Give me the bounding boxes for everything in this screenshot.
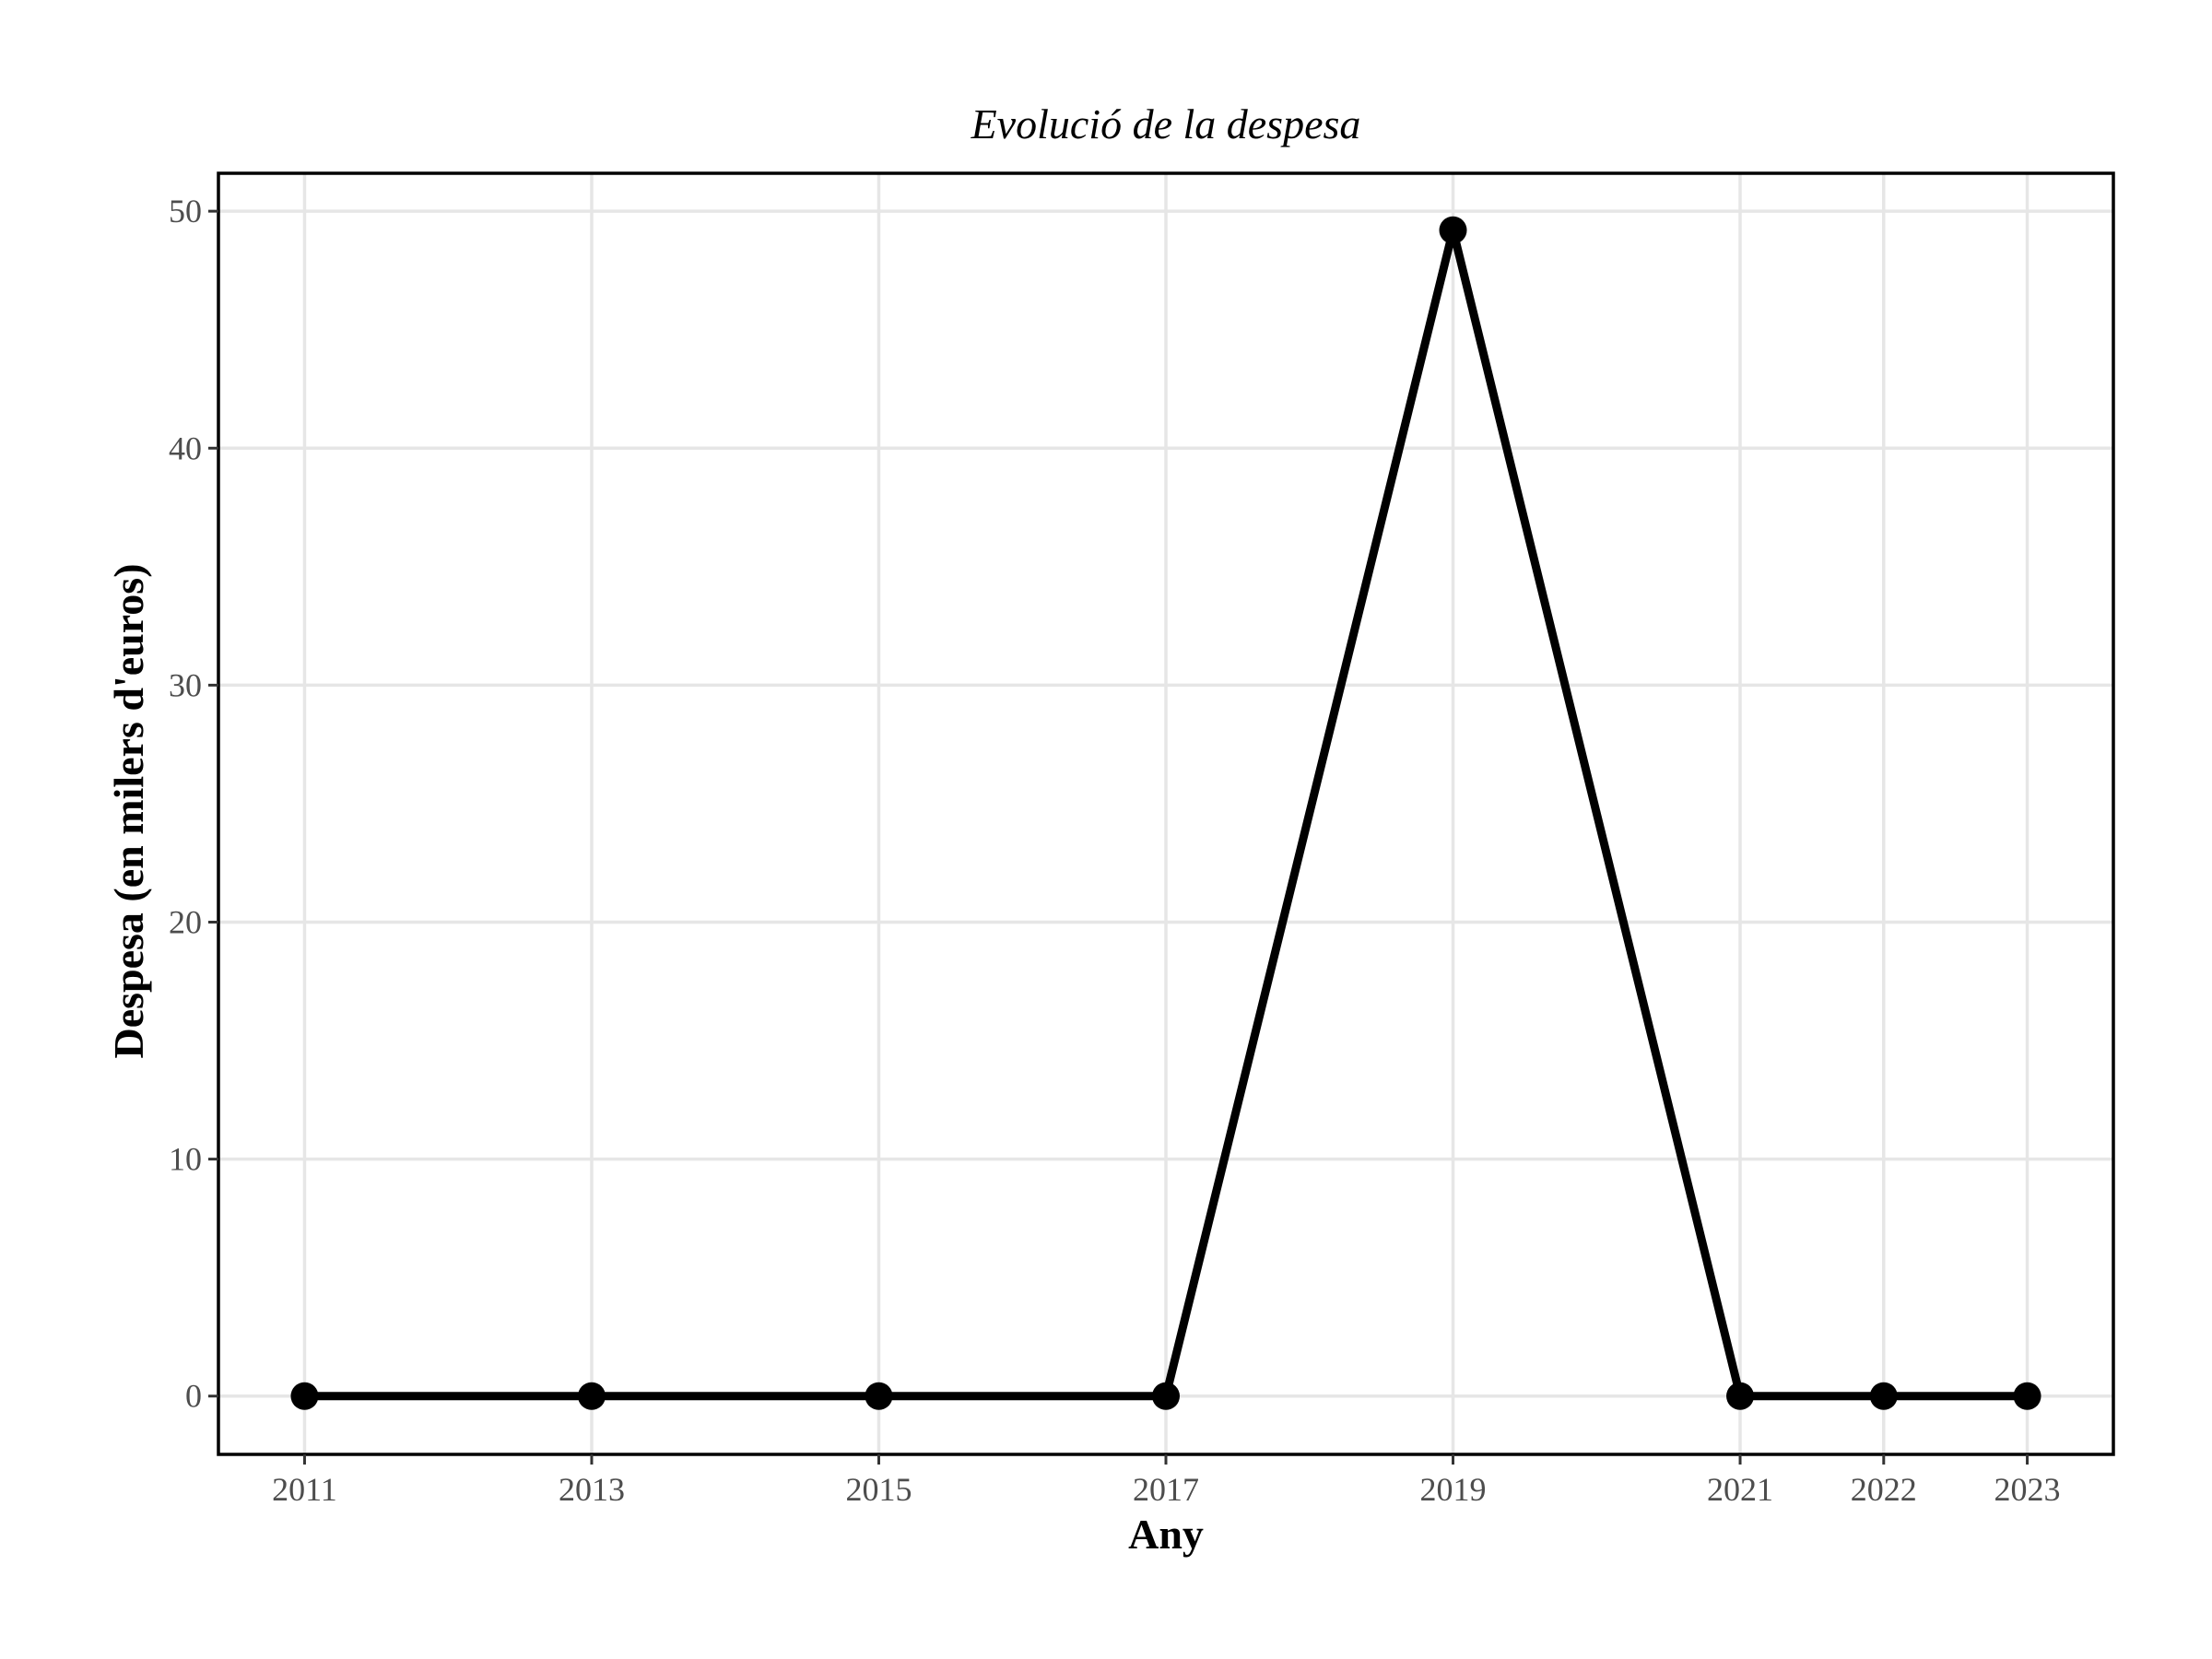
data-point bbox=[1152, 1382, 1180, 1410]
x-tick-label: 2021 bbox=[1707, 1471, 1773, 1508]
x-tick-label: 2015 bbox=[845, 1471, 912, 1508]
x-gridlines bbox=[302, 173, 2030, 1454]
series-line bbox=[304, 229, 2028, 1401]
data-point bbox=[2013, 1382, 2041, 1410]
data-point bbox=[865, 1382, 893, 1410]
x-tick-label: 2022 bbox=[1851, 1471, 1917, 1508]
data-point bbox=[290, 1382, 319, 1410]
x-axis-ticks: 2011 2013 2015 2017 2019 2021 2022 2023 bbox=[272, 1454, 2061, 1508]
y-tick-label: 30 bbox=[169, 666, 202, 703]
data-point bbox=[577, 1382, 606, 1410]
data-point bbox=[1869, 1382, 1898, 1410]
data-point bbox=[1439, 216, 1467, 244]
y-tick-label: 20 bbox=[169, 904, 202, 941]
series-layer bbox=[290, 216, 2041, 1410]
y-tick-label: 10 bbox=[169, 1141, 202, 1178]
x-tick-label: 2019 bbox=[1420, 1471, 1487, 1508]
data-point bbox=[1726, 1382, 1755, 1410]
x-tick-label: 2011 bbox=[272, 1471, 337, 1508]
y-tick-label: 0 bbox=[185, 1378, 202, 1415]
y-axis-ticks: 0 10 20 30 40 50 bbox=[169, 193, 218, 1415]
x-axis-title: Any bbox=[1128, 1511, 1204, 1558]
y-axis-title: Despesa (en milers d'euros) bbox=[105, 563, 152, 1058]
x-tick-label: 2017 bbox=[1133, 1471, 1199, 1508]
x-tick-label: 2023 bbox=[1994, 1471, 2061, 1508]
y-tick-label: 50 bbox=[169, 193, 202, 229]
chart-title: Evolució de la despesa bbox=[971, 100, 1361, 147]
y-tick-label: 40 bbox=[169, 429, 202, 466]
x-tick-label: 2013 bbox=[559, 1471, 625, 1508]
